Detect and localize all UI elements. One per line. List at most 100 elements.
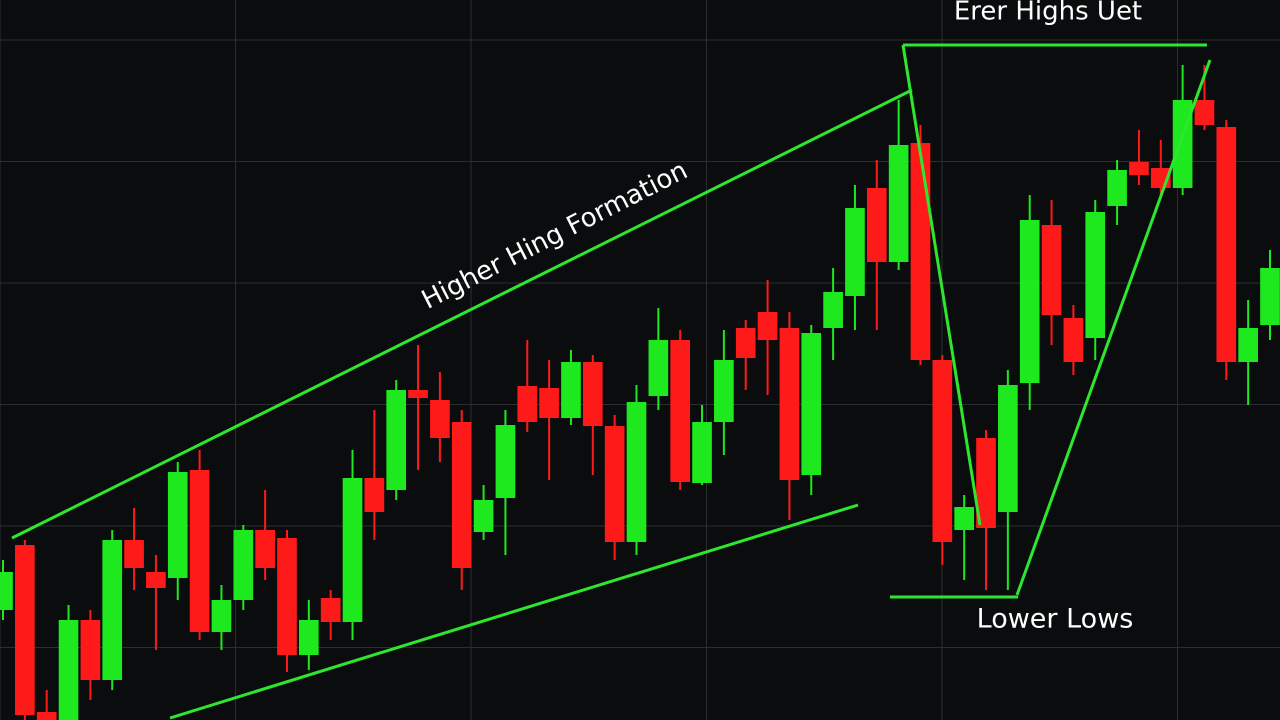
candle-body: [233, 530, 254, 600]
candle: [626, 385, 647, 555]
candle: [124, 508, 144, 590]
candle: [801, 325, 822, 495]
candle-body: [1194, 100, 1215, 125]
candle: [976, 430, 996, 590]
candle-body: [146, 572, 166, 588]
candle: [517, 340, 538, 432]
candle-body: [517, 386, 538, 422]
candle-body: [58, 620, 79, 720]
candle-body: [473, 500, 494, 532]
candle: [80, 610, 101, 700]
candle: [342, 450, 363, 640]
trend-lines: [11, 43, 1212, 720]
candle-body: [36, 712, 57, 720]
candle-body: [910, 143, 931, 360]
candle: [757, 280, 778, 395]
candle-body: [670, 340, 691, 482]
candle-body: [561, 362, 581, 418]
candle-body: [714, 360, 734, 422]
candle-body: [364, 478, 385, 512]
candle-body: [211, 600, 232, 632]
candle-body: [430, 400, 450, 438]
candle: [714, 330, 734, 455]
candle: [277, 530, 297, 672]
candle-body: [998, 385, 1018, 512]
candle-body: [255, 530, 275, 568]
candle-body: [648, 340, 669, 396]
candle-body: [102, 540, 123, 680]
candle-body: [801, 333, 822, 475]
candle-body: [582, 362, 603, 426]
candle: [167, 462, 188, 600]
candle-body: [845, 208, 865, 296]
candle: [1041, 200, 1062, 345]
candle: [146, 555, 166, 650]
annotation: Lower Lows: [977, 604, 1134, 635]
candle-body: [189, 470, 210, 632]
candle: [539, 360, 559, 480]
candle-body: [1085, 212, 1106, 338]
candle: [910, 125, 931, 365]
candle-body: [495, 425, 516, 498]
candle-body: [342, 478, 363, 622]
candle: [1129, 130, 1149, 185]
annotation: Erer Highs Uet: [954, 0, 1142, 27]
candle-body: [692, 422, 712, 483]
candle-body: [408, 390, 428, 398]
candle: [473, 485, 494, 540]
candle: [954, 495, 975, 580]
candle: [823, 268, 843, 360]
candle-body: [735, 328, 756, 358]
candle-body: [451, 422, 472, 568]
candle: [408, 345, 428, 470]
candle: [779, 312, 800, 520]
candle-body: [823, 292, 843, 328]
candle-body: [0, 572, 13, 610]
candle: [495, 410, 516, 555]
candle: [561, 350, 581, 425]
candle-body: [954, 507, 975, 530]
candle-body: [976, 438, 996, 528]
candle-body: [298, 620, 319, 655]
candle-body: [1107, 170, 1127, 206]
candle: [845, 185, 865, 330]
candle: [1019, 195, 1040, 410]
candle: [58, 605, 79, 720]
candle-body: [757, 312, 778, 340]
candle: [582, 355, 603, 475]
candle: [15, 540, 35, 720]
highs-left-leg: [901, 44, 982, 526]
candle: [670, 330, 691, 490]
candle: [233, 525, 254, 610]
candle: [386, 380, 407, 500]
candle-body: [779, 328, 800, 480]
candle: [364, 410, 385, 540]
candle-body: [626, 402, 647, 542]
candle-body: [604, 426, 625, 542]
candle-body: [386, 390, 407, 490]
candle-body: [124, 540, 144, 568]
upper-trend-line: [11, 88, 913, 540]
candle-body: [1129, 162, 1149, 175]
candle: [932, 355, 953, 565]
candle: [255, 490, 275, 580]
candle-body: [1063, 318, 1084, 362]
candle: [1260, 250, 1280, 340]
candle-body: [1216, 127, 1237, 362]
candle: [102, 530, 123, 690]
candles: [0, 65, 1280, 720]
candle-body: [539, 388, 559, 418]
candle: [998, 370, 1018, 590]
candle: [1107, 160, 1127, 225]
candle-body: [1260, 268, 1280, 325]
candle: [1063, 305, 1084, 375]
candle: [298, 600, 319, 670]
candle: [866, 160, 887, 330]
candle-body: [932, 360, 953, 542]
candle-body: [15, 545, 35, 715]
candle-body: [80, 620, 101, 680]
candle: [1085, 200, 1106, 360]
candle: [0, 560, 13, 620]
candle-body: [277, 538, 297, 655]
